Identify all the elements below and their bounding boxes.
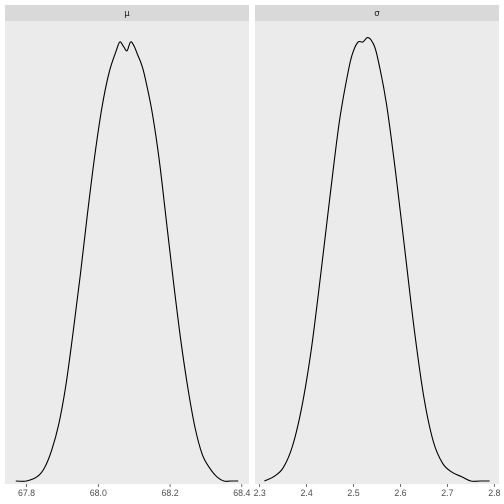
x-tick-label-mu-0: 67.8: [18, 488, 35, 498]
facet-strip-mu: [5, 5, 249, 21]
plot-area-mu: [5, 21, 249, 484]
x-tick-label-sigma-1: 2.4: [300, 488, 312, 498]
x-axis-mu: 67.8 68.0 68.2 68.4: [18, 484, 250, 498]
x-tick-label-mu-2: 68.2: [161, 488, 178, 498]
density-series-mu: [15, 41, 239, 482]
density-line-sigma-0: [264, 37, 490, 482]
facet-title-sigma: σ: [374, 9, 380, 19]
x-tick-label-mu-1: 68.0: [90, 488, 107, 498]
x-tick-label-sigma-5: 2.8: [488, 488, 500, 498]
density-series-sigma: [264, 37, 490, 482]
facet-panel-mu: μ 67.8 68.0 68.2 68.4: [5, 5, 250, 498]
x-tick-label-sigma-4: 2.7: [441, 488, 453, 498]
x-tick-label-sigma-0: 2.3: [254, 488, 266, 498]
density-line-mu-0: [15, 41, 239, 482]
facet-strip-sigma: [255, 5, 499, 21]
x-tick-label-sigma-3: 2.6: [394, 488, 406, 498]
x-tick-label-sigma-2: 2.5: [347, 488, 359, 498]
facet-panel-sigma: σ 2.3 2.4 2.5 2.6 2.7 2.8: [254, 5, 501, 498]
plot-area-sigma: [255, 21, 499, 484]
x-axis-sigma: 2.3 2.4 2.5 2.6 2.7 2.8: [254, 484, 501, 498]
facet-title-mu: μ: [124, 9, 130, 19]
x-tick-label-mu-3: 68.4: [233, 488, 250, 498]
